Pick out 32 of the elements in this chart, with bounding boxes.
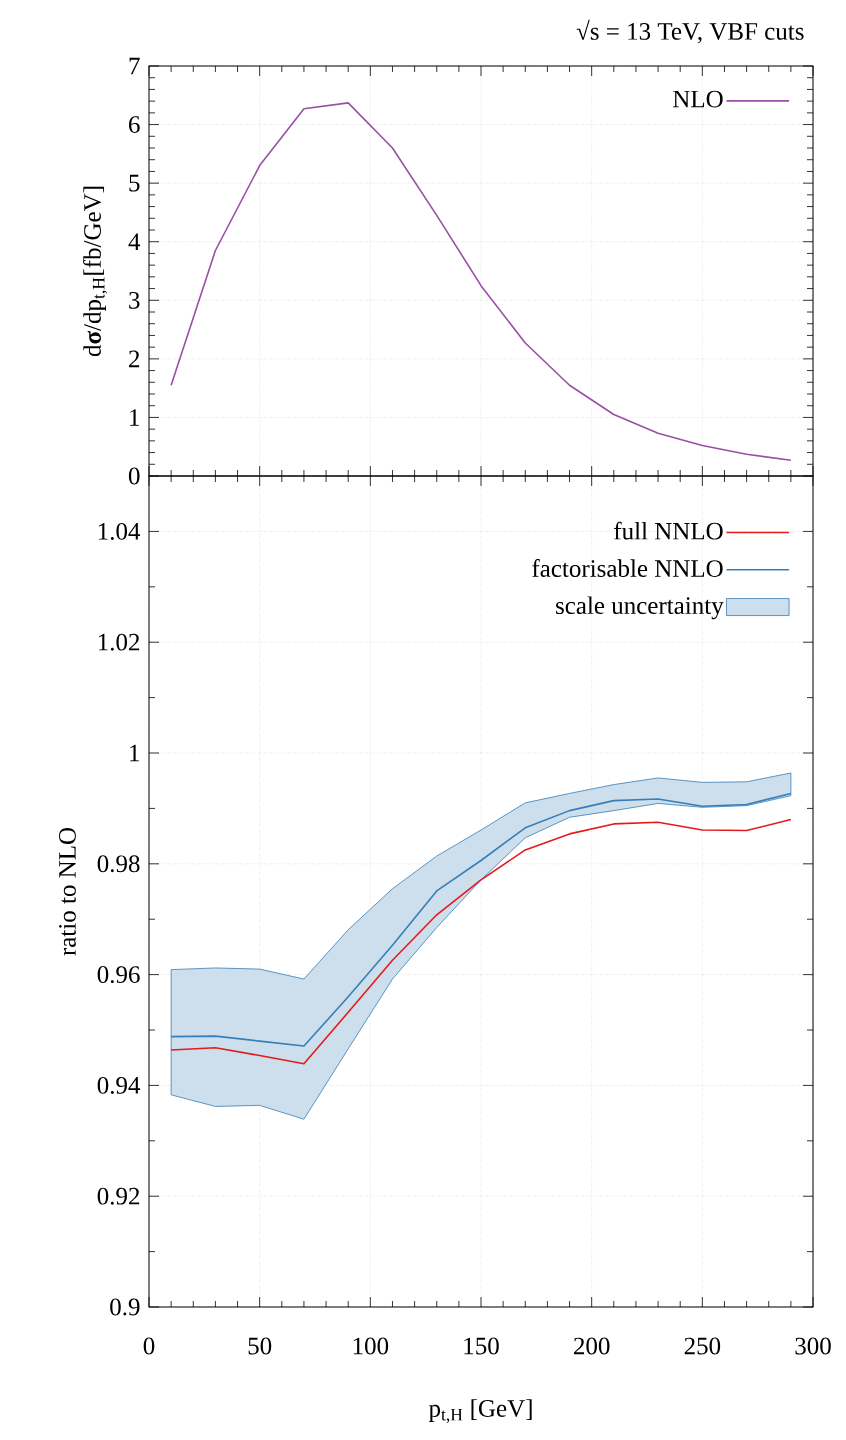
y-tick-label: 5 [129,174,140,192]
y-axis-title: ratio to NLO [59,827,76,956]
legend-label: NLO [673,90,723,108]
legend-label: factorisable NNLO [532,559,723,577]
y-tick-label: 0.9 [110,1298,140,1316]
legend-label: full NNLO [614,521,723,540]
x-tick-label: 100 [353,1337,389,1355]
y-tick-label: 3 [129,291,140,309]
x-tick-label: 300 [795,1337,831,1355]
y-tick-label: 0.98 [97,855,140,873]
x-tick-label: 0 [143,1337,155,1355]
x-tick-label: 50 [248,1337,272,1355]
y-tick-label: 6 [129,116,140,133]
y-axis-title: dσ/dp$_{t,H}$[fb/GeV] [83,186,108,357]
y-tick-label: 1.02 [98,633,140,651]
y-tick-label: 0.94 [97,1076,141,1094]
y-tick-label: 0 [128,467,140,485]
line-series [170,818,792,1065]
y-tick-label: 1 [130,744,139,762]
y-tick-label: 1 [130,409,139,426]
y-tick-label: 1.04 [98,522,141,540]
x-axis-title: p$_{t,H}$ [GeV] [428,1399,532,1424]
x-tick-label: 150 [464,1337,499,1355]
chart-title: √s = 13 TeV, VBF cuts [576,19,804,44]
y-tick-label: 0.92 [97,1187,140,1205]
x-tick-label: 250 [684,1337,721,1355]
y-tick-label: 2 [129,350,140,368]
y-tick-label: 4 [128,233,141,250]
y-tick-label: 7 [129,57,140,75]
legend-label: scale uncertainty [556,596,724,620]
y-tick-label: 0.96 [97,966,140,984]
x-tick-label: 200 [574,1337,610,1355]
